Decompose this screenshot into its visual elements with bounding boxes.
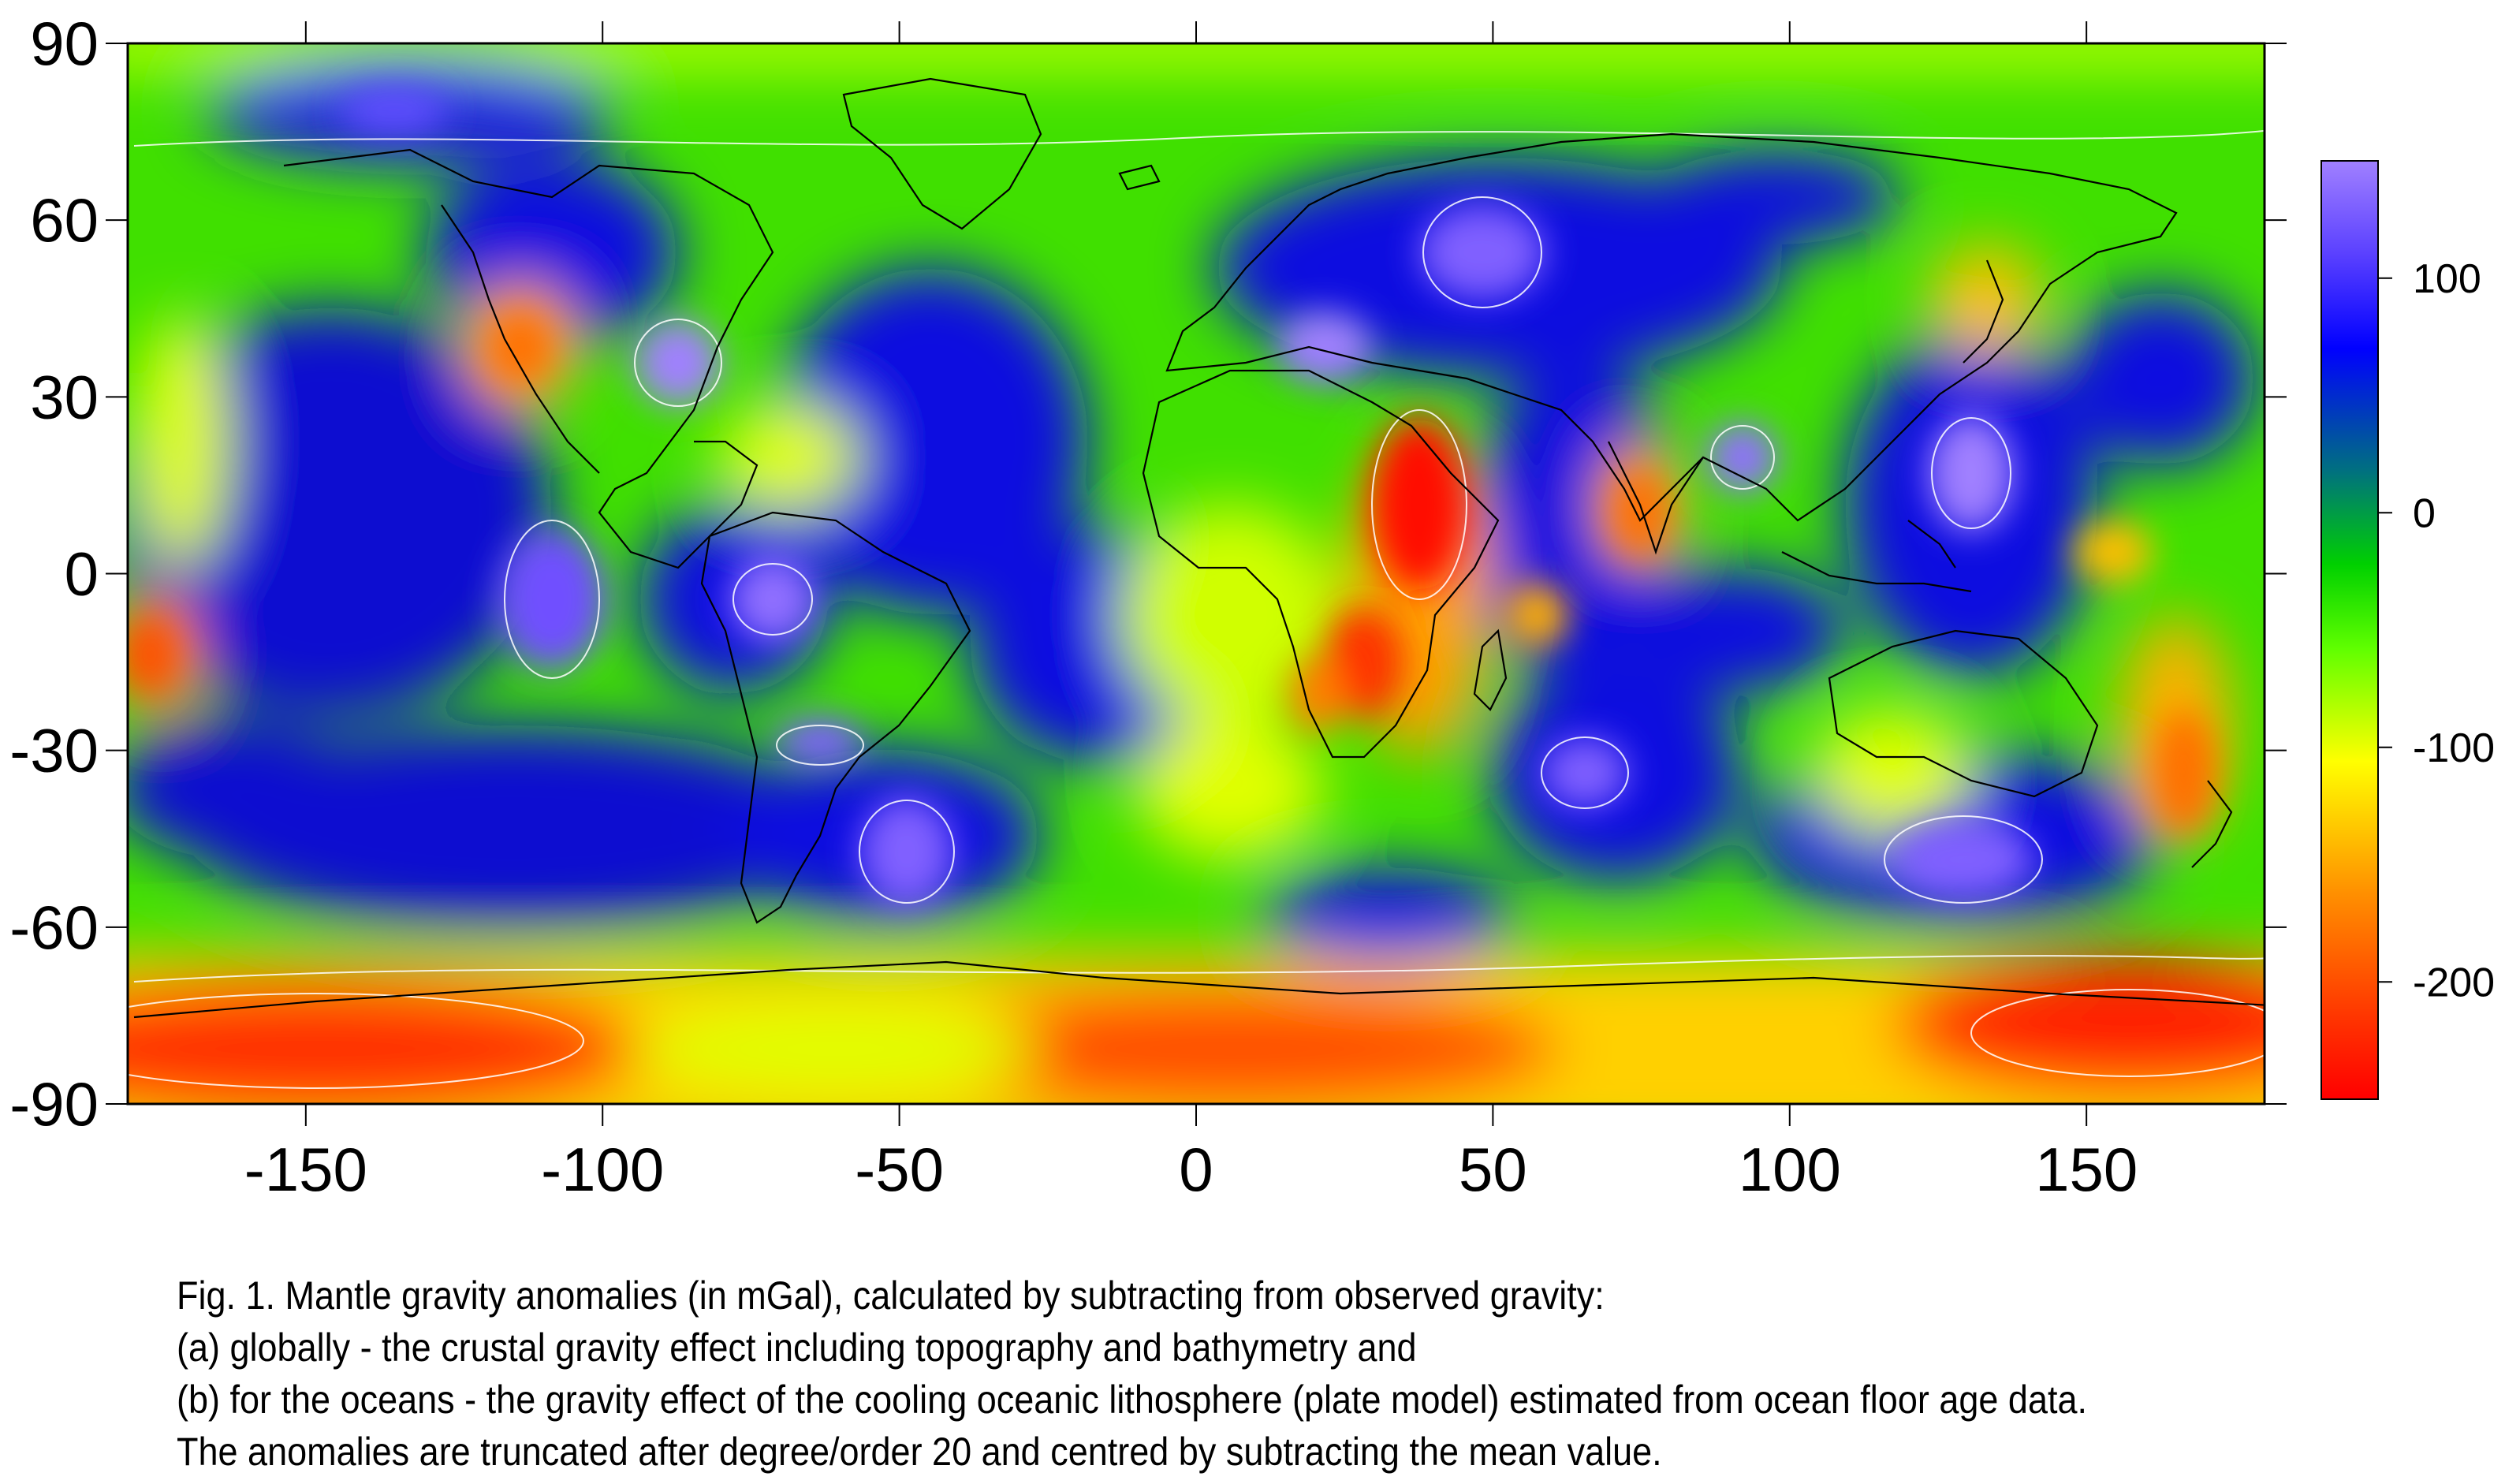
map-svg: -150 -100 -50 0 50 100 150 90 60 30 0 -30 -60 -90 10… (9, 9, 2495, 1204)
x-tick-label: 100 (1739, 1135, 1841, 1204)
colorbar-tick-label: -200 (2413, 960, 2495, 1005)
y-axis-labels: 90 60 30 0 -30 -60 -90 (9, 9, 99, 1139)
y-tick-label: -60 (9, 893, 99, 962)
x-tick-label: 150 (2035, 1135, 2138, 1204)
x-tick-label: 0 (1179, 1135, 1213, 1204)
figure-caption: Fig. 1. Mantle gravity anomalies (in mGa… (177, 1270, 2235, 1478)
axis-ticks (106, 21, 2287, 1126)
y-tick-label: -30 (9, 716, 99, 785)
caption-line-1: Fig. 1. Mantle gravity anomalies (in mGa… (177, 1273, 1605, 1318)
x-tick-label: -100 (541, 1135, 664, 1204)
coastlines (133, 77, 2265, 1019)
x-tick-label: 50 (1459, 1135, 1527, 1204)
y-tick-label: 0 (65, 539, 99, 609)
y-tick-label: 60 (30, 185, 99, 255)
x-axis-labels: -150 -100 -50 0 50 100 150 (244, 1135, 2138, 1204)
x-tick-label: -50 (855, 1135, 944, 1204)
colorbar-tick-label: -100 (2413, 725, 2495, 771)
y-tick-label: 30 (30, 362, 99, 431)
colorbar (2320, 160, 2379, 1100)
colorbar-tick-label: 100 (2413, 256, 2481, 302)
colorbar-labels: 100 0 -100 -200 (2378, 256, 2495, 1005)
gravity-anomaly-map-figure: -150 -100 -50 0 50 100 150 90 60 30 0 -30 -60 -90 10… (9, 9, 2495, 1204)
contour-lines (128, 129, 2265, 1089)
caption-line-2: (a) globally - the crustal gravity effec… (177, 1326, 1417, 1370)
y-tick-label: -90 (9, 1069, 99, 1139)
y-tick-label: 90 (30, 9, 99, 78)
caption-line-3: (b) for the oceans - the gravity effect … (177, 1378, 2088, 1422)
anomaly-field (128, 43, 2265, 1104)
x-tick-label: -150 (244, 1135, 367, 1204)
colorbar-tick-label: 0 (2413, 490, 2436, 536)
caption-line-4: The anomalies are truncated after degree… (177, 1430, 1662, 1474)
